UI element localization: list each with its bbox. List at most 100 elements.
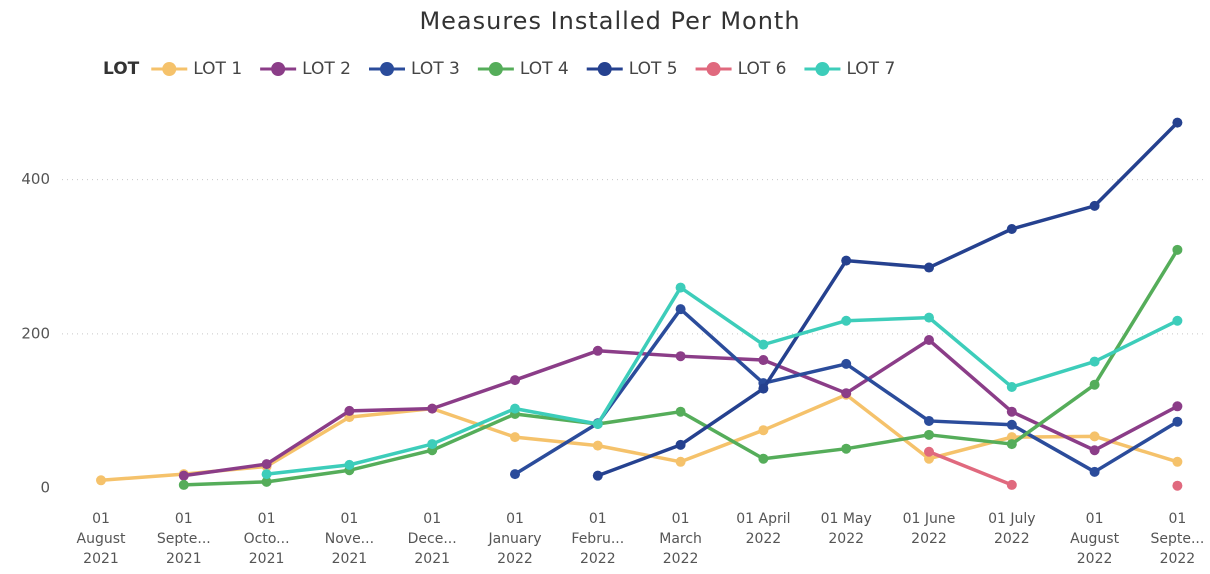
data-point bbox=[841, 443, 852, 454]
x-tick-line: 01 bbox=[423, 511, 441, 527]
data-point bbox=[510, 375, 520, 386]
x-tick-label: 01 Octo... 2021 bbox=[244, 511, 290, 567]
x-tick-line: 2022 bbox=[497, 551, 533, 567]
x-tick-line: 01 April bbox=[736, 511, 790, 527]
data-point bbox=[924, 312, 934, 323]
data-point bbox=[1089, 431, 1100, 442]
data-point bbox=[1172, 416, 1183, 427]
legend-marker bbox=[815, 62, 830, 76]
data-point bbox=[758, 339, 769, 350]
legend-label: LOT 1 bbox=[193, 59, 242, 79]
x-tick-line: 01 bbox=[340, 511, 358, 527]
data-point bbox=[510, 432, 520, 443]
x-tick-line: 2021 bbox=[414, 551, 450, 567]
data-point bbox=[1006, 439, 1017, 450]
x-tick-label: 01 Septe... 2022 bbox=[1150, 511, 1204, 567]
x-tick-line: 2022 bbox=[828, 531, 864, 547]
chart-title: Measures Installed Per Month bbox=[419, 7, 800, 35]
data-point bbox=[592, 345, 603, 356]
x-tick-line: 01 bbox=[506, 511, 524, 527]
data-point bbox=[675, 439, 686, 450]
y-tick-label: 200 bbox=[21, 324, 50, 342]
data-point bbox=[592, 470, 603, 481]
x-tick-label: 01 April 2022 bbox=[736, 511, 790, 547]
x-tick-line: 2021 bbox=[83, 551, 119, 567]
x-tick-line: Febru... bbox=[571, 531, 624, 547]
data-point bbox=[1172, 244, 1183, 255]
x-tick-line: 01 May bbox=[821, 511, 872, 527]
x-tick-line: 2021 bbox=[166, 551, 202, 567]
x-tick-line: Septe... bbox=[1150, 531, 1204, 547]
x-tick-line: Dece... bbox=[408, 531, 457, 547]
legend-label: LOT 7 bbox=[846, 59, 895, 79]
data-point bbox=[261, 469, 272, 480]
data-point bbox=[1006, 479, 1017, 490]
data-point bbox=[1172, 456, 1183, 467]
data-point bbox=[510, 403, 520, 414]
data-point bbox=[592, 440, 603, 451]
x-tick-label: 01 May 2022 bbox=[821, 511, 872, 547]
data-point bbox=[924, 446, 934, 457]
x-tick-label: 01 Dece... 2021 bbox=[408, 511, 457, 567]
data-point bbox=[924, 335, 934, 345]
data-point bbox=[841, 255, 852, 266]
x-tick-line: March bbox=[659, 531, 702, 547]
x-tick-line: 2021 bbox=[249, 551, 285, 567]
legend-label: LOT 6 bbox=[738, 59, 787, 79]
legend-marker bbox=[162, 62, 177, 76]
x-tick-label: 01 Septe... 2021 bbox=[157, 511, 211, 567]
data-point bbox=[1006, 382, 1017, 393]
x-tick-line: 2022 bbox=[1160, 551, 1196, 567]
data-point bbox=[344, 459, 355, 470]
legend-label: LOT 4 bbox=[520, 59, 569, 79]
x-tick-line: August bbox=[1070, 531, 1120, 547]
x-tick-line: 01 bbox=[1086, 511, 1104, 527]
legend-label: LOT 2 bbox=[302, 59, 351, 79]
legend-marker bbox=[380, 62, 394, 76]
series-line bbox=[929, 452, 1177, 486]
data-point bbox=[1089, 445, 1100, 456]
legend-marker bbox=[271, 62, 286, 76]
data-point bbox=[96, 475, 106, 486]
data-point bbox=[1006, 406, 1017, 417]
x-tick-line: 01 June bbox=[903, 511, 956, 527]
data-point bbox=[924, 453, 934, 464]
x-tick-line: 2022 bbox=[1077, 551, 1113, 567]
series-line bbox=[100, 392, 1178, 483]
data-point bbox=[1006, 432, 1017, 443]
data-point bbox=[261, 459, 272, 470]
data-point bbox=[758, 355, 769, 366]
data-point bbox=[592, 419, 603, 430]
legend-marker bbox=[597, 62, 612, 76]
x-tick-line: Octo... bbox=[244, 531, 290, 547]
series-line bbox=[597, 121, 1179, 478]
x-tick-line: January bbox=[487, 531, 541, 547]
data-point bbox=[1089, 356, 1100, 367]
legend-title: LOT bbox=[103, 59, 140, 79]
legend-label: LOT 5 bbox=[629, 59, 678, 79]
x-tick-line: 2022 bbox=[911, 531, 947, 547]
x-tick-label: 01 August 2021 bbox=[77, 511, 127, 567]
data-point bbox=[1172, 117, 1183, 128]
data-point bbox=[758, 383, 769, 394]
legend-label: LOT 3 bbox=[411, 59, 460, 79]
x-tick-line: 01 bbox=[175, 511, 193, 527]
data-point bbox=[1089, 379, 1100, 390]
data-point bbox=[427, 439, 438, 450]
data-point bbox=[1089, 466, 1100, 477]
x-tick-line: 01 bbox=[258, 511, 276, 527]
data-point bbox=[841, 315, 852, 326]
y-tick-label: 400 bbox=[21, 170, 50, 188]
x-tick-line: 01 bbox=[92, 511, 110, 527]
x-tick-line: 2022 bbox=[746, 531, 782, 547]
x-tick-line: 2022 bbox=[580, 551, 616, 567]
x-tick-line: Nove... bbox=[325, 531, 374, 547]
data-point bbox=[675, 282, 686, 293]
data-point bbox=[344, 405, 355, 416]
x-tick-label: 01 Nove... 2021 bbox=[325, 511, 374, 567]
x-tick-line: 01 bbox=[672, 511, 690, 527]
legend-marker bbox=[488, 62, 503, 76]
data-point bbox=[675, 304, 686, 315]
x-tick-label: 01 Febru... 2022 bbox=[571, 511, 624, 567]
